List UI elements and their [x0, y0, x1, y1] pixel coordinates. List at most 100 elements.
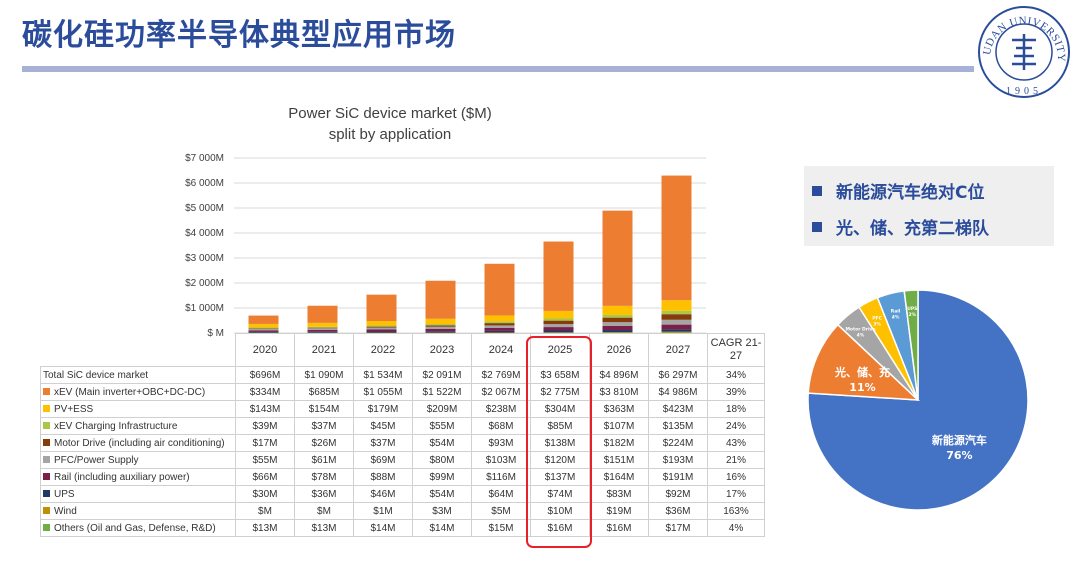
data-label: $107M [589, 417, 649, 435]
bar-segment [366, 321, 397, 326]
bar-segment [425, 328, 456, 332]
bar-segment [484, 321, 515, 324]
bar-segment [425, 318, 456, 325]
page-title: 碳化硅功率半导体典型应用市场 [22, 18, 456, 53]
pie-slice-percent: 76% [946, 449, 972, 462]
bar-segment [248, 327, 279, 329]
data-label: $334M [235, 383, 295, 401]
bar-segment [661, 324, 692, 330]
data-label: $10M [530, 502, 590, 520]
title-divider [22, 66, 974, 72]
bar-segment [307, 305, 338, 323]
data-label: $46M [353, 485, 413, 503]
legend-entry: UPS [40, 485, 236, 503]
data-label: $363M [589, 400, 649, 418]
fudan-university-logo: FUDAN UNIVERSITY 1905 [976, 4, 1070, 98]
data-label: $193M [648, 451, 708, 469]
logo-text: FUDAN UNIVERSITY [976, 4, 1067, 62]
data-label: $5M [471, 502, 531, 520]
data-label: $74M [530, 485, 590, 503]
table-header-blank [41, 334, 236, 367]
data-label: $88M [353, 468, 413, 486]
bar-segment [543, 324, 574, 328]
bar-segment [307, 329, 338, 332]
legend-swatch [43, 388, 50, 396]
bullet-square-icon [812, 222, 822, 232]
data-label: $151M [589, 451, 649, 469]
data-label: $45M [353, 417, 413, 435]
svg-text:FUDAN UNIVERSITY: FUDAN UNIVERSITY [976, 4, 1067, 62]
bar-segment [661, 331, 692, 333]
legend-label: xEV (Main inverter+OBC+DC-DC) [54, 386, 206, 398]
row-label: Total SiC device market [40, 366, 236, 384]
cagr-value: 16% [707, 468, 765, 486]
data-label: $37M [353, 434, 413, 452]
bar-segment [484, 315, 515, 322]
table-row: Motor Drive (including air conditioning)… [40, 434, 765, 452]
data-label: $154M [294, 400, 354, 418]
data-label: $54M [412, 434, 472, 452]
data-label: $M [235, 502, 295, 520]
data-label: $68M [471, 417, 531, 435]
y-tick-label: $1 000M [185, 303, 224, 314]
y-tick-label: $ M [207, 328, 224, 339]
data-label: $54M [412, 485, 472, 503]
bar-segment [307, 322, 338, 327]
bullet-text: 光、储、充第二梯队 [836, 219, 989, 239]
bar-segment [484, 328, 515, 331]
data-label: $36M [294, 485, 354, 503]
legend-swatch [43, 456, 50, 464]
bar-segment [366, 329, 397, 332]
data-label: $39M [235, 417, 295, 435]
bar-segment [543, 327, 574, 331]
y-tick-label: $4 000M [185, 228, 224, 239]
pie-slice [903, 289, 919, 401]
legend-swatch [43, 524, 50, 532]
bar-segment [602, 305, 633, 315]
pie-slice-percent: 11% [849, 381, 875, 394]
legend-swatch [43, 473, 50, 481]
bar-segment [484, 330, 515, 333]
data-label: $4 986M [648, 383, 708, 401]
stacked-bar-chart: $ M $1 000M $2 000M $3 000M $4 000M $5 000M $6… [185, 153, 706, 339]
y-tick-label: $7 000M [185, 153, 224, 164]
bar-segment [425, 324, 456, 326]
pie-slice-percent: 4% [857, 333, 865, 339]
bar-segment [366, 331, 397, 333]
data-label: $103M [471, 451, 531, 469]
data-label: $69M [353, 451, 413, 469]
pie-slice-percent: 3% [873, 322, 881, 328]
bar-segment [248, 323, 279, 328]
legend-swatch [43, 439, 50, 447]
legend-label: Others (Oil and Gas, Defense, R&D) [54, 522, 216, 534]
data-label: $4 896M [589, 366, 649, 384]
bar-segment [661, 314, 692, 320]
bar-segment [484, 323, 515, 326]
x-tick-label: 2021 [294, 333, 354, 367]
logo-year: 1905 [1006, 86, 1042, 97]
pie-slice-label: 光、储、充 [834, 365, 890, 379]
bullet-panel: 新能源汽车绝对C位 光、储、充第二梯队 [804, 166, 1054, 246]
bar-segment [543, 318, 574, 321]
table-row: UPS $30M $36M $46M $54M $64M $74M $83M $92M 17% [40, 485, 765, 503]
cagr-header: CAGR 21-27 [707, 333, 765, 367]
bar-segment [602, 317, 633, 323]
bar-segment [248, 328, 279, 331]
legend-label: xEV Charging Infrastructure [54, 420, 178, 432]
data-label: $17M [235, 434, 295, 452]
y-tick-label: $5 000M [185, 203, 224, 214]
data-label: $66M [235, 468, 295, 486]
data-label: $17M [648, 519, 708, 537]
y-tick-label: $2 000M [185, 278, 224, 289]
bar-segment [543, 320, 574, 325]
bar-segment [602, 330, 633, 333]
bar-segment [248, 330, 279, 332]
legend-entry: xEV Charging Infrastructure [40, 417, 236, 435]
x-tick-label: 2025 [530, 333, 590, 367]
bar-segment [307, 327, 338, 329]
data-label: $26M [294, 434, 354, 452]
data-label: $2 067M [471, 383, 531, 401]
table-row: xEV Charging Infrastructure $39M $37M $45M $… [40, 417, 765, 435]
table-row: Wind $M $M $1M $3M $5M $10M $19M $36M 163% [40, 502, 765, 520]
x-tick-label: 2022 [353, 333, 413, 367]
